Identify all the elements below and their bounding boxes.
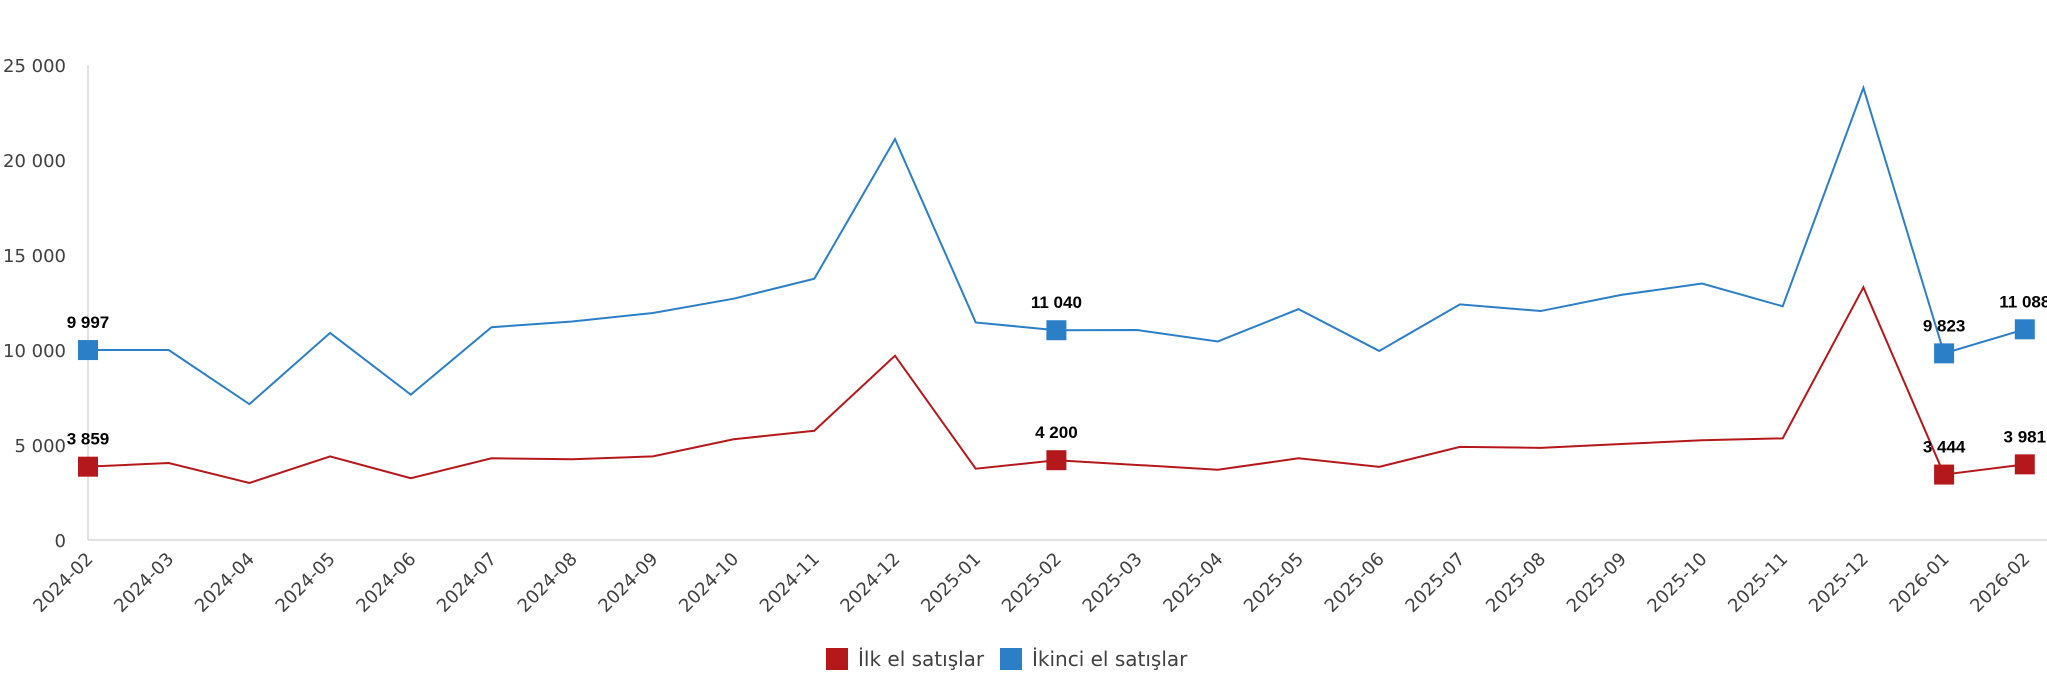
y-tick-label: 5 000 bbox=[14, 436, 66, 457]
data-label: 9 997 bbox=[67, 313, 110, 332]
data-point-marker bbox=[78, 340, 98, 361]
data-label: 9 823 bbox=[1923, 316, 1966, 335]
data-labels: 3 859 4 200 3 444 3 981 9 997 11 040 9 823 11 0… bbox=[67, 292, 2047, 456]
y-tick-label: 20 000 bbox=[3, 151, 66, 172]
y-tick-label: 0 bbox=[55, 531, 66, 552]
x-tick-label: 2024-06 bbox=[352, 549, 420, 617]
x-tick-label: 2025-11 bbox=[1724, 549, 1792, 617]
x-tick-label: 2025-09 bbox=[1563, 549, 1631, 617]
data-point-marker bbox=[2014, 319, 2035, 340]
data-label: 11 040 bbox=[1031, 293, 1082, 312]
legend-label: İlk el satışlar bbox=[858, 647, 985, 671]
y-tick-label: 15 000 bbox=[3, 246, 66, 267]
x-tick-label: 2024-04 bbox=[191, 549, 259, 617]
x-tick-label: 2025-08 bbox=[1482, 549, 1550, 617]
data-label: 3 859 bbox=[67, 430, 110, 449]
legend-swatch bbox=[826, 648, 848, 670]
y-axis: 0 5 000 10 000 15 000 20 000 25 000 bbox=[3, 56, 66, 552]
x-tick-label: 2025-05 bbox=[1240, 549, 1308, 617]
legend-label: İkinci el satışlar bbox=[1032, 647, 1188, 671]
x-axis: 2024-02 2024-03 2024-04 2024-05 2024-06 2024-… bbox=[29, 549, 2034, 617]
x-tick-label: 2024-05 bbox=[272, 549, 340, 617]
data-point-marker bbox=[1046, 450, 1067, 471]
data-label: 3 444 bbox=[1923, 438, 1966, 457]
x-tick-label: 2025-12 bbox=[1805, 549, 1873, 617]
legend: İlk el satışlar İkinci el satışlar bbox=[826, 647, 1188, 671]
legend-swatch bbox=[1000, 648, 1022, 670]
x-tick-label: 2025-02 bbox=[998, 549, 1066, 617]
x-tick-label: 2026-02 bbox=[1966, 549, 2034, 617]
data-point-marker bbox=[78, 456, 98, 477]
x-tick-label: 2024-02 bbox=[29, 549, 97, 617]
x-tick-label: 2024-08 bbox=[514, 549, 582, 617]
x-tick-label: 2024-11 bbox=[756, 549, 824, 617]
x-tick-label: 2024-07 bbox=[433, 549, 501, 617]
y-tick-label: 25 000 bbox=[3, 56, 66, 77]
data-point-marker bbox=[1934, 464, 1955, 485]
x-tick-label: 2024-12 bbox=[836, 549, 904, 617]
data-label: 11 088 bbox=[1999, 292, 2047, 311]
x-tick-label: 2025-04 bbox=[1159, 549, 1227, 617]
x-tick-label: 2025-03 bbox=[1079, 549, 1147, 617]
x-tick-label: 2025-01 bbox=[917, 549, 985, 617]
data-point-marker bbox=[1046, 320, 1067, 341]
x-tick-label: 2026-01 bbox=[1886, 549, 1954, 617]
x-tick-label: 2025-10 bbox=[1643, 549, 1711, 617]
x-tick-label: 2024-10 bbox=[675, 549, 743, 617]
data-point-marker bbox=[1934, 343, 1955, 364]
ikinci-el-series-line bbox=[87, 84, 2026, 406]
data-label: 3 981 bbox=[2004, 427, 2047, 446]
data-label: 4 200 bbox=[1035, 423, 1078, 442]
y-tick-label: 10 000 bbox=[3, 341, 66, 362]
series-markers bbox=[78, 319, 2035, 485]
x-tick-label: 2024-03 bbox=[110, 549, 178, 617]
data-point-marker bbox=[2014, 454, 2035, 475]
x-tick-label: 2025-07 bbox=[1401, 549, 1469, 617]
x-tick-label: 2025-06 bbox=[1321, 549, 1389, 617]
x-tick-label: 2024-09 bbox=[594, 549, 662, 617]
